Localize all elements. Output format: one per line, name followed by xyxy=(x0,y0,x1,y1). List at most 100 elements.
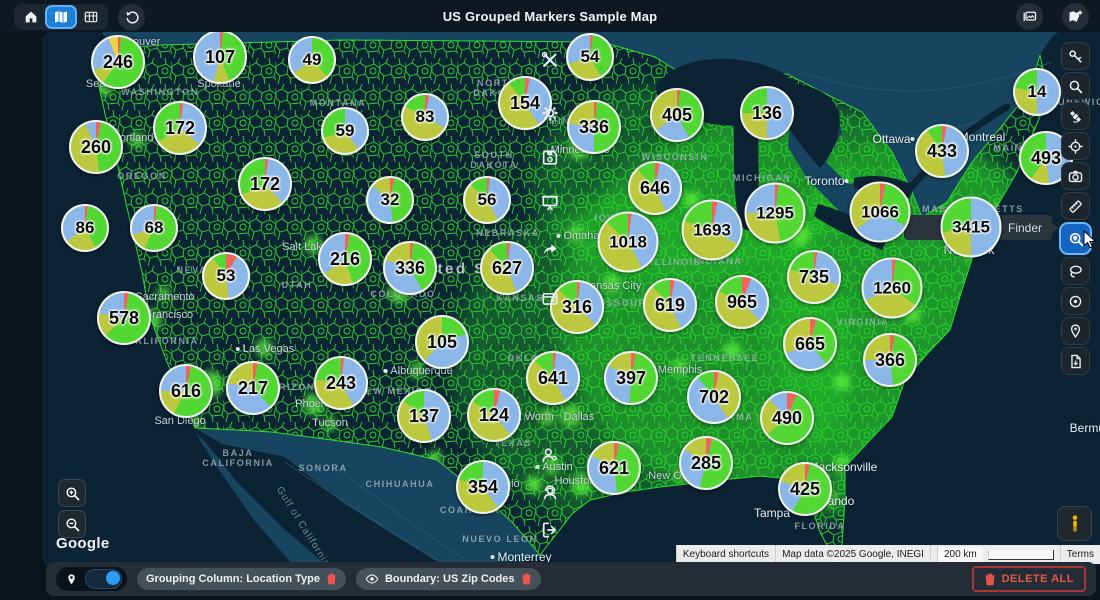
cluster-marker[interactable]: 105 xyxy=(415,315,469,369)
cluster-marker[interactable]: 316 xyxy=(550,280,604,334)
terms-link[interactable]: Terms xyxy=(1059,545,1100,564)
sidebar-item-user-settings[interactable] xyxy=(540,445,560,470)
map-icon xyxy=(55,11,67,23)
satellite-icon xyxy=(1070,110,1081,123)
save-icon xyxy=(542,150,558,165)
cluster-marker[interactable]: 336 xyxy=(383,241,437,295)
sidebar-item-settings[interactable] xyxy=(540,103,560,128)
cluster-marker[interactable]: 59 xyxy=(321,107,369,155)
ruler-icon xyxy=(1069,199,1082,213)
cluster-marker[interactable]: 53 xyxy=(202,252,250,300)
cluster-marker[interactable]: 405 xyxy=(650,88,704,142)
sidebar-item-save[interactable] xyxy=(541,148,560,172)
cluster-marker[interactable]: 172 xyxy=(238,157,292,211)
map-data-text: Map data ©2025 Google, INEGI xyxy=(775,545,930,564)
history-button[interactable] xyxy=(118,4,145,31)
pegman-icon xyxy=(1072,514,1077,531)
cluster-marker[interactable]: 616 xyxy=(159,364,213,418)
cluster-marker[interactable]: 124 xyxy=(467,388,521,442)
scale-bar xyxy=(987,549,1054,560)
google-logo: Google xyxy=(56,535,110,552)
add-map-button[interactable] xyxy=(1062,3,1089,30)
key-tool-button[interactable] xyxy=(1061,42,1090,70)
map-view-button[interactable] xyxy=(47,7,75,27)
cluster-marker[interactable]: 621 xyxy=(587,441,641,495)
cluster-marker[interactable]: 172 xyxy=(153,101,207,155)
cluster-marker[interactable]: 366 xyxy=(863,333,917,387)
cluster-marker[interactable]: 641 xyxy=(526,351,580,405)
zoom-in-icon xyxy=(65,486,79,500)
trash-icon[interactable] xyxy=(326,573,337,585)
cluster-marker[interactable]: 260 xyxy=(69,120,123,174)
sidebar-item-billing[interactable] xyxy=(541,289,560,313)
sidebar-item-support[interactable] xyxy=(540,482,560,507)
cluster-marker[interactable]: 154 xyxy=(498,76,552,130)
cluster-marker[interactable]: 1066 xyxy=(849,181,911,243)
cluster-marker[interactable]: 137 xyxy=(397,389,451,443)
cluster-marker[interactable]: 1018 xyxy=(597,211,659,273)
cluster-marker[interactable]: 107 xyxy=(193,32,247,84)
sidebar-item-share[interactable] xyxy=(540,241,560,266)
add-marker-tool-button[interactable] xyxy=(1061,317,1090,345)
search-tool-button[interactable] xyxy=(1061,72,1090,100)
cluster-marker[interactable]: 619 xyxy=(643,278,697,332)
pegman-button[interactable] xyxy=(1057,506,1092,541)
cluster-marker[interactable]: 136 xyxy=(740,86,794,140)
delete-all-label: DELETE ALL xyxy=(1001,573,1074,585)
delete-all-button[interactable]: DELETE ALL xyxy=(971,566,1086,592)
cluster-marker[interactable]: 425 xyxy=(778,462,832,516)
cluster-marker[interactable]: 735 xyxy=(787,250,841,304)
cluster-marker[interactable]: 702 xyxy=(687,370,741,424)
lasso-tool-button[interactable] xyxy=(1061,257,1090,285)
cluster-marker[interactable]: 14 xyxy=(1013,68,1061,116)
cluster-marker[interactable]: 646 xyxy=(628,161,682,215)
sidebar-item-present[interactable] xyxy=(540,193,560,218)
cluster-marker[interactable]: 490 xyxy=(760,391,814,445)
cluster-marker[interactable]: 1693 xyxy=(681,199,743,261)
grouping-column-chip[interactable]: Grouping Column: Location Type xyxy=(137,568,346,590)
cluster-marker[interactable]: 665 xyxy=(783,317,837,371)
cluster-marker[interactable]: 246 xyxy=(91,35,145,89)
cluster-marker[interactable]: 433 xyxy=(915,124,969,178)
cluster-marker[interactable]: 285 xyxy=(679,436,733,490)
home-button[interactable] xyxy=(17,7,45,27)
radius-tool-button[interactable] xyxy=(1061,287,1090,315)
satellite-tool-button[interactable] xyxy=(1061,102,1090,130)
export-tool-button[interactable] xyxy=(1061,347,1090,375)
camera-tool-button[interactable] xyxy=(1061,162,1090,190)
boundary-chip[interactable]: Boundary: US Zip Codes xyxy=(355,568,541,590)
keyboard-shortcuts-link[interactable]: Keyboard shortcuts xyxy=(675,545,776,564)
markers-visibility-toggle[interactable] xyxy=(85,569,122,589)
cluster-marker[interactable]: 86 xyxy=(61,204,109,252)
sidebar-item-logout[interactable] xyxy=(540,520,560,545)
cluster-marker[interactable]: 83 xyxy=(401,93,449,141)
table-view-button[interactable] xyxy=(77,7,105,27)
cluster-marker[interactable]: 1260 xyxy=(861,257,923,319)
cluster-marker[interactable]: 3415 xyxy=(940,196,1002,258)
cluster-marker[interactable]: 336 xyxy=(567,100,621,154)
zoom-in-button[interactable] xyxy=(58,479,86,507)
cluster-marker[interactable]: 965 xyxy=(715,275,769,329)
measure-tool-button[interactable] xyxy=(1061,192,1090,220)
cluster-marker[interactable]: 216 xyxy=(318,232,372,286)
cluster-marker[interactable]: 354 xyxy=(456,460,510,514)
top-bar xyxy=(0,0,1100,32)
sidebar-item-tools[interactable] xyxy=(540,50,560,75)
circle-dot-icon xyxy=(1069,295,1082,307)
cluster-marker[interactable]: 627 xyxy=(480,241,534,295)
cluster-marker[interactable]: 68 xyxy=(130,204,178,252)
map-canvas[interactable]: VancouverSeattleSpokanePortlandSacrament… xyxy=(42,32,1100,566)
cluster-marker[interactable]: 1295 xyxy=(744,182,806,244)
cluster-marker[interactable]: 578 xyxy=(97,291,151,345)
cluster-marker[interactable]: 56 xyxy=(463,176,511,224)
cluster-marker[interactable]: 49 xyxy=(288,36,336,84)
cluster-marker[interactable]: 243 xyxy=(314,356,368,410)
screenshots-button[interactable] xyxy=(1016,3,1043,30)
trash-icon[interactable] xyxy=(521,573,532,585)
locate-tool-button[interactable] xyxy=(1061,132,1090,160)
cluster-marker[interactable]: 217 xyxy=(226,361,280,415)
cluster-marker[interactable]: 32 xyxy=(366,176,414,224)
zoom-out-button[interactable] xyxy=(58,510,86,538)
cluster-marker[interactable]: 54 xyxy=(566,33,614,81)
cluster-marker[interactable]: 397 xyxy=(604,351,658,405)
